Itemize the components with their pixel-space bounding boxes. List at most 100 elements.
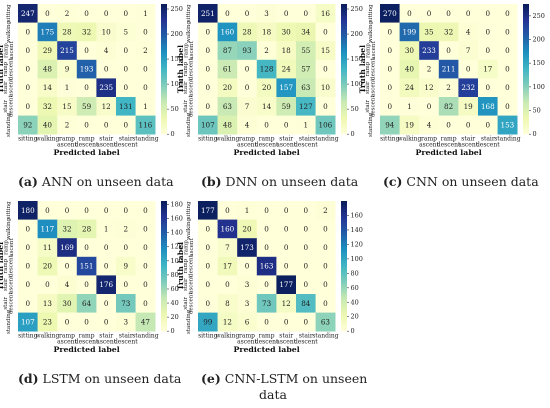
panel-caption: (d) LSTM on unseen data	[18, 371, 182, 386]
heatmap-cell	[57, 115, 78, 135]
cell-value-label: 0	[104, 120, 109, 129]
cell-value-label: 73	[262, 299, 272, 308]
x-axis-label: Predicted label	[415, 148, 481, 157]
cell-value-label: 93	[242, 46, 252, 55]
cell-value-label: 0	[323, 262, 328, 271]
heatmap-cell	[37, 201, 58, 220]
heatmap-cell	[37, 115, 58, 135]
heatmap-cell	[237, 41, 258, 61]
cell-value-label: 157	[279, 83, 293, 92]
cell-value-label: 18	[282, 46, 292, 55]
cell-value-label: 0	[143, 83, 148, 92]
heatmap-cell	[217, 41, 238, 61]
cell-value-label: 0	[446, 46, 451, 55]
cell-value-label: 0	[45, 9, 50, 18]
y-tick-label: ascent	[371, 41, 377, 60]
y-tick-label: stair	[3, 278, 9, 291]
x-tick-label: walking	[397, 136, 421, 143]
colorbar-tick-label: 180	[171, 201, 183, 209]
colorbar-tick-label: 0	[533, 130, 537, 138]
y-tick-label: standing	[368, 112, 374, 137]
heatmap-cell	[37, 41, 58, 61]
heatmap-cell	[37, 312, 58, 332]
colorbar	[523, 4, 529, 135]
x-tick-label: descent	[75, 142, 99, 149]
y-tick-label: ramp	[3, 240, 9, 255]
cell-value-label: 0	[26, 299, 31, 308]
heatmap-cell	[296, 294, 316, 313]
y-axis-label: Truth label	[0, 45, 5, 93]
cell-value-label: 153	[501, 120, 515, 129]
cell-value-label: 0	[26, 280, 31, 289]
cell-value-label: 151	[80, 262, 94, 271]
x-tick-label: ascent	[237, 142, 257, 149]
heatmap-cell	[497, 4, 518, 23]
cell-value-label: 23	[43, 317, 53, 326]
heatmap-cell	[237, 275, 258, 295]
heatmap-cell	[256, 219, 277, 239]
heatmap-cell	[380, 59, 400, 79]
colorbar-tick-label: 0	[171, 130, 175, 138]
heatmap-cell	[438, 78, 459, 98]
heatmap-cell	[96, 256, 117, 276]
cell-value-label: 0	[264, 120, 269, 129]
cell-value-label: 270	[383, 9, 397, 18]
heatmap-cell	[458, 41, 479, 61]
x-tick-label: descent	[114, 142, 138, 149]
x-tick-label: sitting	[18, 333, 38, 340]
x-tick-label: ascent	[237, 339, 257, 346]
heatmap-cell	[380, 115, 400, 135]
heatmap-cell	[96, 4, 117, 23]
heatmap-cell	[237, 312, 258, 332]
y-tick-label: stair	[3, 297, 9, 310]
heatmap-cell	[315, 312, 336, 332]
cell-value-label: 0	[124, 65, 129, 74]
heatmap-cell	[96, 238, 117, 258]
heatmap-cell	[96, 312, 117, 332]
heatmap-cell	[276, 201, 297, 220]
heatmap-cell	[76, 115, 97, 135]
heatmap-cell	[96, 275, 117, 295]
colorbar-tick-label: 140	[351, 226, 363, 234]
y-tick-label: standing	[186, 112, 192, 137]
heatmap-cell	[76, 238, 97, 258]
cell-value-label: 0	[206, 65, 211, 74]
y-tick-label: ramp	[3, 258, 9, 273]
cell-value-label: 180	[21, 206, 35, 215]
heatmap-cell	[18, 4, 38, 23]
heatmap-cell	[399, 22, 420, 42]
cell-value-label: 59	[282, 102, 292, 111]
heatmap-cell	[276, 238, 297, 258]
cell-value-label: 0	[104, 262, 109, 271]
cell-value-label: 0	[323, 224, 328, 233]
heatmap-cell	[276, 115, 297, 135]
heatmap-cell	[76, 97, 97, 116]
cell-value-label: 0	[264, 224, 269, 233]
y-tick-label: descent	[9, 254, 15, 276]
cell-value-label: 0	[143, 262, 148, 271]
heatmap-cell	[276, 22, 297, 42]
heatmap-cell	[217, 97, 238, 116]
cell-value-label: 0	[26, 65, 31, 74]
heatmap-cell	[217, 256, 238, 276]
heatmap-cell	[116, 97, 136, 116]
x-tick-label: descent	[75, 339, 99, 346]
cell-value-label: 1	[104, 224, 109, 233]
heatmap-cell	[296, 275, 316, 295]
heatmap-cell	[296, 219, 316, 239]
cell-value-label: 0	[65, 262, 70, 271]
cell-value-label: 7	[225, 243, 230, 252]
cell-value-label: 32	[43, 102, 52, 111]
heatmap-cell	[96, 59, 117, 79]
colorbar-tick-label: 150	[351, 55, 363, 63]
heatmap-cell	[256, 115, 277, 135]
cell-value-label: 0	[427, 102, 432, 111]
heatmap-cell	[57, 294, 78, 313]
x-tick-label: ramp	[441, 136, 457, 143]
heatmap-cell	[18, 294, 38, 313]
colorbar-tick-label: 200	[351, 30, 363, 38]
cell-value-label: 18	[262, 27, 272, 36]
colorbar-tick-label: 250	[171, 5, 183, 13]
heatmap-cell	[217, 312, 238, 332]
panel-caption: (c) CNN on unseen data	[383, 174, 539, 189]
